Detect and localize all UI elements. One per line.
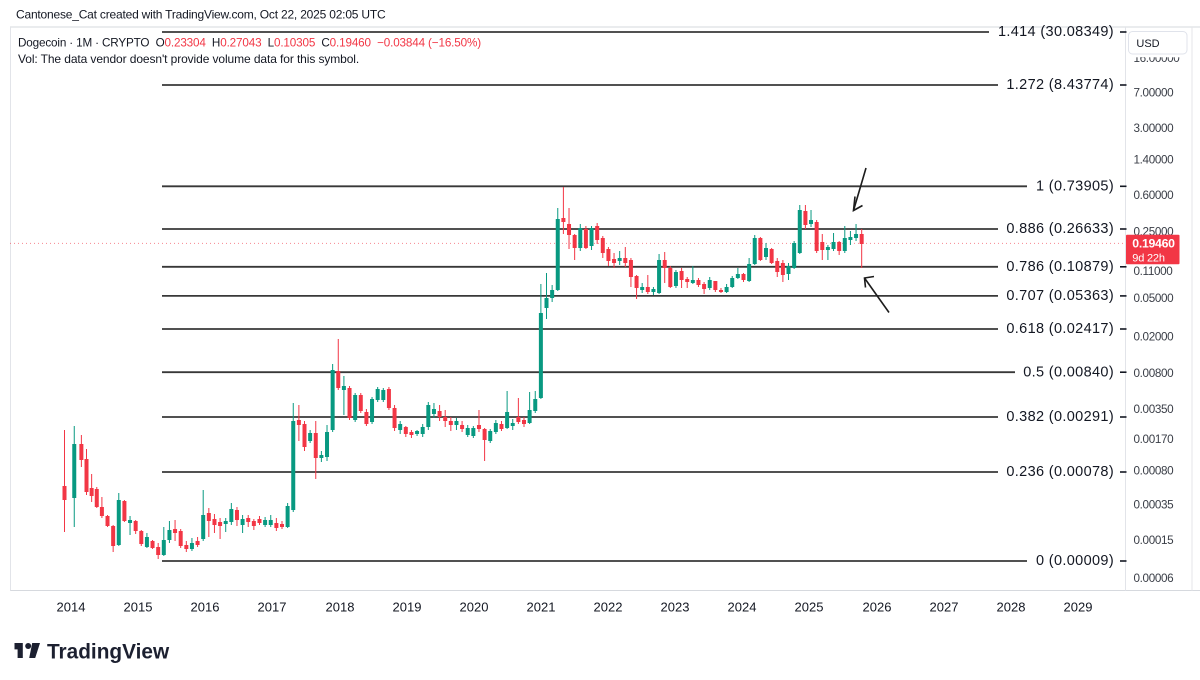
svg-text:0.11000: 0.11000 [1134,265,1174,278]
svg-text:Vol: The data vendor doesn't p: Vol: The data vendor doesn't provide vol… [18,52,359,66]
svg-text:2015: 2015 [124,600,153,615]
svg-text:0.707 (0.05363): 0.707 (0.05363) [1006,288,1114,304]
svg-text:0.00035: 0.00035 [1134,499,1175,512]
svg-text:2022: 2022 [594,600,623,615]
svg-text:1 (0.73905): 1 (0.73905) [1036,179,1114,195]
svg-text:0 (0.00009): 0 (0.00009) [1036,553,1114,569]
svg-text:0.00800: 0.00800 [1134,367,1175,380]
svg-text:0.5 (0.00840): 0.5 (0.00840) [1023,364,1114,380]
svg-text:0.382 (0.00291): 0.382 (0.00291) [1006,409,1114,425]
svg-text:0.19460: 0.19460 [1132,237,1175,251]
svg-text:2027: 2027 [930,600,959,615]
svg-text:2029: 2029 [1064,600,1093,615]
svg-text:0.00170: 0.00170 [1134,433,1175,446]
svg-text:7.00000: 7.00000 [1134,87,1175,100]
svg-text:3.00000: 3.00000 [1134,122,1175,135]
svg-text:2014: 2014 [57,600,86,615]
svg-text:TradingView: TradingView [47,641,170,664]
svg-text:USD: USD [1136,38,1159,50]
svg-text:2021: 2021 [527,600,556,615]
svg-text:2016: 2016 [191,600,220,615]
svg-text:2025: 2025 [795,600,824,615]
svg-text:0.00080: 0.00080 [1134,464,1175,477]
svg-text:1.414 (30.08349): 1.414 (30.08349) [998,24,1114,40]
svg-text:1.40000: 1.40000 [1134,154,1175,167]
svg-text:2026: 2026 [863,600,892,615]
svg-text:0.60000: 0.60000 [1134,189,1175,202]
svg-text:2020: 2020 [460,600,489,615]
svg-text:0.02000: 0.02000 [1134,330,1175,343]
svg-text:2019: 2019 [393,600,422,615]
svg-text:2028: 2028 [997,600,1026,615]
svg-text:0.05000: 0.05000 [1134,292,1175,305]
svg-text:0.236 (0.00078): 0.236 (0.00078) [1006,464,1114,480]
svg-text:0.00006: 0.00006 [1134,572,1174,585]
svg-text:9d 22h: 9d 22h [1132,252,1165,264]
svg-text:0.786 (0.10879): 0.786 (0.10879) [1006,259,1114,275]
svg-text:0.886 (0.26633): 0.886 (0.26633) [1006,221,1114,237]
svg-text:2024: 2024 [728,600,757,615]
svg-text:2018: 2018 [326,600,355,615]
svg-text:Dogecoin · 1M · CRYPTO O0.233: Dogecoin · 1M · CRYPTO O0.23304 H0.27043… [18,37,481,50]
svg-text:2017: 2017 [258,600,287,615]
svg-text:1.272 (8.43774): 1.272 (8.43774) [1006,77,1114,93]
svg-text:0.00015: 0.00015 [1134,534,1175,547]
svg-text:2023: 2023 [661,600,690,615]
svg-text:0.618 (0.02417): 0.618 (0.02417) [1006,321,1114,337]
svg-text:0.00350: 0.00350 [1134,403,1175,416]
svg-text:Cantonese_Cat created with Tra: Cantonese_Cat created with TradingView.c… [16,8,386,22]
